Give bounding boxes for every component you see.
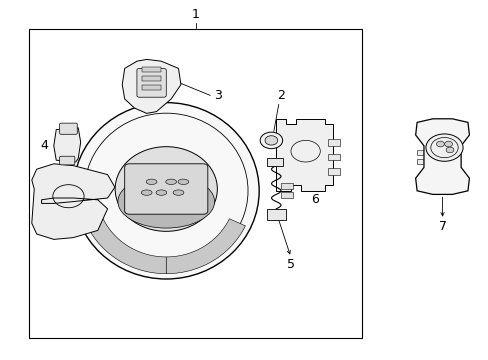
FancyBboxPatch shape bbox=[137, 68, 166, 97]
Text: 5: 5 bbox=[286, 258, 294, 271]
Polygon shape bbox=[87, 219, 166, 274]
Polygon shape bbox=[122, 59, 181, 113]
Polygon shape bbox=[32, 164, 115, 239]
Bar bbox=[281, 192, 293, 198]
Text: 4: 4 bbox=[40, 139, 48, 152]
Bar bbox=[327, 168, 339, 175]
Ellipse shape bbox=[73, 103, 259, 279]
Circle shape bbox=[436, 141, 444, 147]
Bar bbox=[29, 29, 361, 338]
Text: 6: 6 bbox=[311, 193, 319, 206]
Bar bbox=[142, 67, 161, 72]
FancyBboxPatch shape bbox=[60, 156, 75, 165]
Ellipse shape bbox=[115, 147, 217, 231]
Bar bbox=[327, 154, 339, 160]
Ellipse shape bbox=[156, 190, 166, 195]
FancyBboxPatch shape bbox=[60, 123, 77, 134]
Bar bbox=[142, 85, 161, 90]
Ellipse shape bbox=[165, 179, 176, 184]
Circle shape bbox=[264, 136, 277, 145]
Circle shape bbox=[445, 147, 453, 153]
Bar bbox=[266, 209, 285, 220]
Text: 3: 3 bbox=[213, 89, 221, 102]
Ellipse shape bbox=[146, 179, 157, 184]
Bar bbox=[267, 158, 283, 166]
Ellipse shape bbox=[173, 190, 183, 195]
Text: 7: 7 bbox=[438, 220, 446, 233]
Bar bbox=[327, 139, 339, 146]
Bar bbox=[416, 150, 422, 155]
Circle shape bbox=[260, 132, 282, 149]
Polygon shape bbox=[276, 119, 332, 191]
Circle shape bbox=[425, 134, 462, 161]
Text: 1: 1 bbox=[191, 8, 199, 21]
Polygon shape bbox=[415, 119, 468, 194]
Bar bbox=[142, 76, 161, 81]
Ellipse shape bbox=[178, 179, 188, 184]
Text: 2: 2 bbox=[277, 89, 285, 102]
Polygon shape bbox=[54, 128, 81, 162]
Bar bbox=[281, 183, 293, 189]
Polygon shape bbox=[166, 219, 245, 274]
Ellipse shape bbox=[141, 190, 152, 195]
Bar bbox=[416, 159, 422, 164]
Ellipse shape bbox=[118, 175, 214, 228]
FancyBboxPatch shape bbox=[124, 164, 207, 214]
Circle shape bbox=[444, 141, 451, 147]
